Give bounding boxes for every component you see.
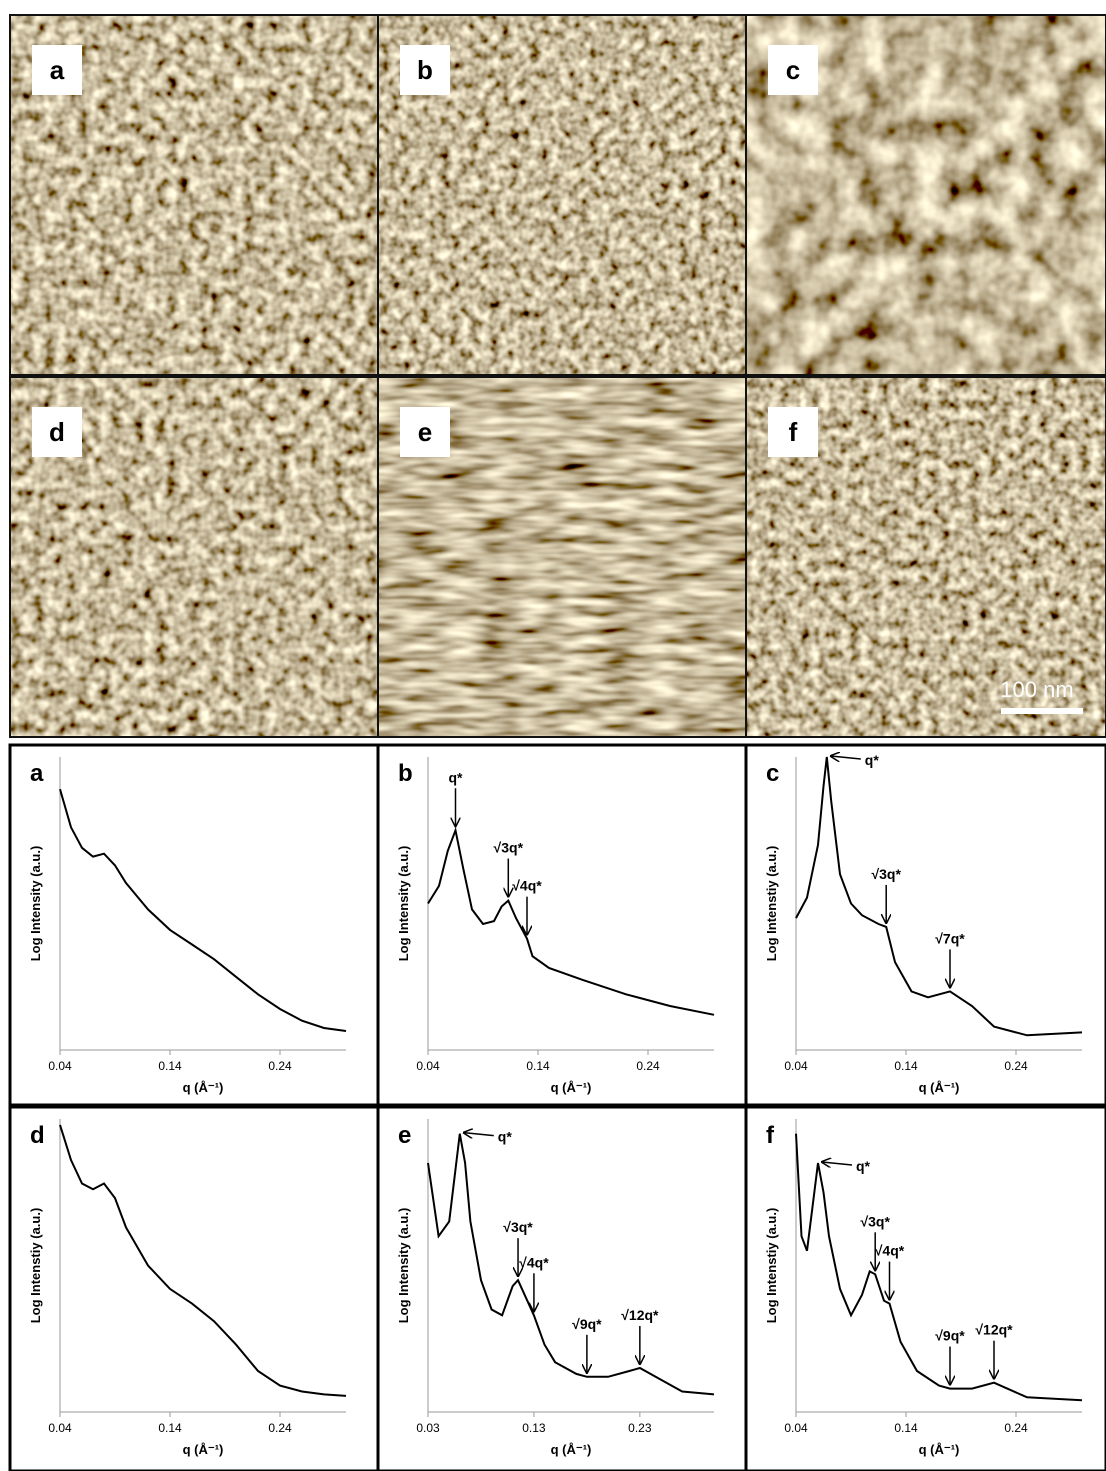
x-axis-label: q (Å⁻¹) xyxy=(183,1080,224,1095)
y-axis-label: Log Intenstiy (a.u.) xyxy=(28,1208,43,1324)
image-border xyxy=(745,376,1106,738)
annotation: √7q* xyxy=(935,930,965,946)
x-tick-label: 0.24 xyxy=(268,1059,292,1073)
annotation: √4q* xyxy=(875,1243,905,1259)
annotation: √12q* xyxy=(975,1322,1013,1338)
x-tick-label: 0.04 xyxy=(48,1421,72,1435)
saxs-curve xyxy=(427,826,715,1016)
scale-bar xyxy=(1001,708,1083,714)
label-box xyxy=(32,407,82,457)
x-axis-label: q (Å⁻¹) xyxy=(551,1080,592,1095)
x-tick-label: 0.04 xyxy=(416,1059,440,1073)
image-label: c xyxy=(786,55,800,85)
x-tick-label: 0.14 xyxy=(158,1059,182,1073)
annotation-arrow xyxy=(831,756,861,759)
x-axis-label: q (Å⁻¹) xyxy=(551,1442,592,1457)
y-axis-label: Log Intensity (a.u.) xyxy=(396,1208,411,1324)
label-box xyxy=(400,45,450,95)
annotation: √3q* xyxy=(860,1213,890,1229)
y-axis-label: Log Intensity (a.u.) xyxy=(28,846,43,962)
x-tick-label: 0.13 xyxy=(522,1421,546,1435)
x-tick-label: 0.23 xyxy=(628,1421,652,1435)
label-box xyxy=(768,45,818,95)
x-tick-label: 0.14 xyxy=(894,1421,918,1435)
label-box xyxy=(400,407,450,457)
x-tick-label: 0.14 xyxy=(158,1421,182,1435)
annotation: √9q* xyxy=(935,1328,965,1344)
x-axis-label: q (Å⁻¹) xyxy=(919,1080,960,1095)
x-tick-label: 0.24 xyxy=(1004,1421,1028,1435)
panel-border xyxy=(744,743,1106,1107)
x-tick-label: 0.04 xyxy=(784,1059,808,1073)
annotation: √9q* xyxy=(572,1316,602,1332)
image-label: d xyxy=(49,417,65,447)
x-tick-label: 0.04 xyxy=(784,1421,808,1435)
x-tick-label: 0.04 xyxy=(48,1059,72,1073)
annotation: √3q* xyxy=(503,1219,533,1235)
saxs-curve xyxy=(795,756,1083,1037)
annotation: q* xyxy=(449,769,464,785)
panel-border xyxy=(744,1105,1106,1471)
x-axis-label: q (Å⁻¹) xyxy=(919,1442,960,1457)
x-axis-label: q (Å⁻¹) xyxy=(183,1442,224,1457)
saxs-curve xyxy=(59,788,347,1032)
annotation-arrow xyxy=(464,1133,494,1136)
y-axis-label: Log Intenstiy (a.u.) xyxy=(764,1208,779,1324)
panel-letter: b xyxy=(398,760,413,787)
annotation: q* xyxy=(865,752,880,768)
panel-letter: a xyxy=(30,760,44,787)
image-border xyxy=(745,14,1106,376)
panel-letter: f xyxy=(766,1122,775,1149)
panel-letter: e xyxy=(398,1122,411,1149)
x-tick-label: 0.14 xyxy=(894,1059,918,1073)
saxs-curve xyxy=(795,1133,1083,1402)
panel-letter: c xyxy=(766,760,779,787)
image-label: b xyxy=(417,55,433,85)
x-tick-label: 0.24 xyxy=(636,1059,660,1073)
image-label: e xyxy=(418,417,432,447)
image-label: f xyxy=(789,417,798,447)
x-tick-label: 0.24 xyxy=(1004,1059,1028,1073)
x-tick-label: 0.03 xyxy=(416,1421,440,1435)
annotation: √3q* xyxy=(494,840,524,856)
label-box xyxy=(32,45,82,95)
annotation: √3q* xyxy=(871,866,901,882)
panel-letter: d xyxy=(30,1122,45,1149)
y-axis-label: Log Intensity (a.u.) xyxy=(396,846,411,962)
x-tick-label: 0.14 xyxy=(526,1059,550,1073)
annotation: √4q* xyxy=(512,878,542,894)
image-label: a xyxy=(50,55,65,85)
annotation-arrow xyxy=(822,1162,853,1165)
annotation: √12q* xyxy=(621,1307,659,1323)
scale-bar-label: 100 nm xyxy=(1000,677,1073,702)
annotation: q* xyxy=(856,1158,871,1174)
annotation: q* xyxy=(498,1129,513,1145)
y-axis-label: Log Intenstiy (a.u.) xyxy=(764,846,779,962)
annotation: √4q* xyxy=(519,1254,549,1270)
x-tick-label: 0.24 xyxy=(268,1421,292,1435)
saxs-curve xyxy=(427,1133,715,1396)
saxs-curve xyxy=(59,1124,347,1397)
label-box xyxy=(768,407,818,457)
